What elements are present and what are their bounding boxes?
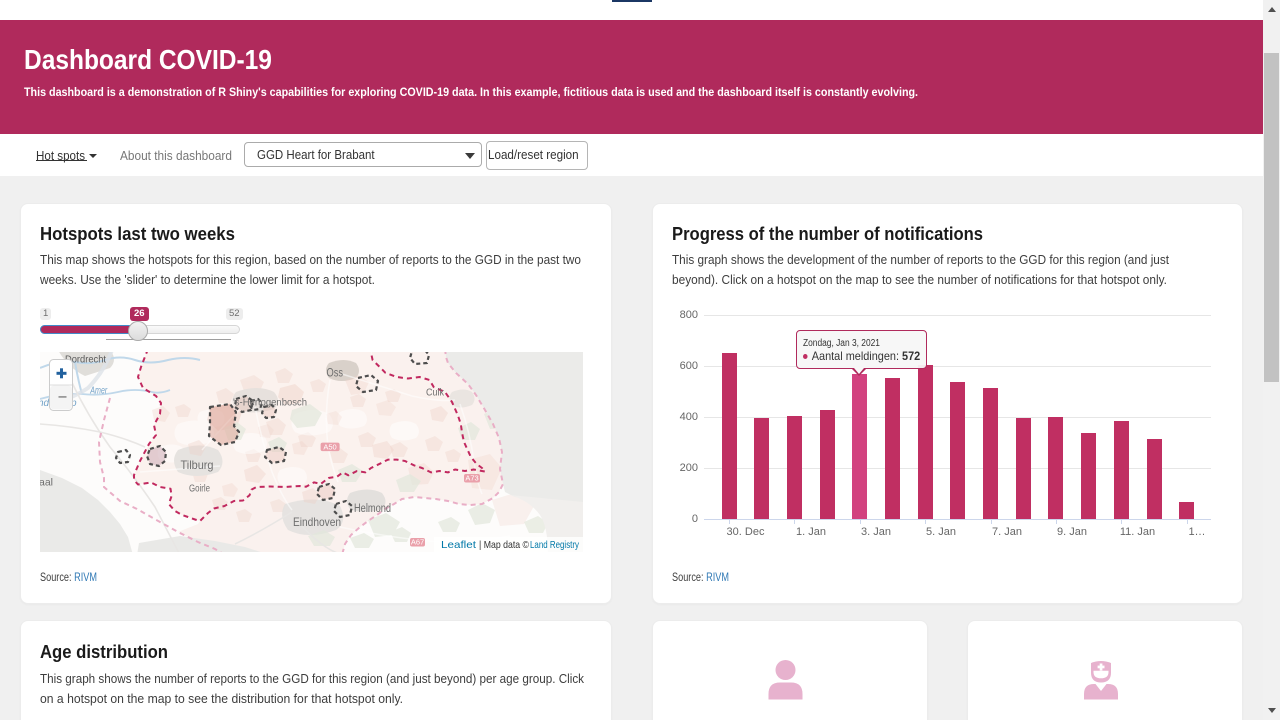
- svg-text:A67: A67: [411, 538, 424, 547]
- svg-text:'s-Hertogenbosch: 's-Hertogenbosch: [233, 397, 307, 409]
- svg-text:Eindhoven: Eindhoven: [293, 515, 341, 529]
- svg-text:Goirle: Goirle: [189, 484, 210, 495]
- svg-text:Helmond: Helmond: [354, 503, 391, 515]
- svg-text:A73: A73: [465, 474, 478, 483]
- svg-text:Amer: Amer: [90, 386, 108, 397]
- svg-text:p: p: [70, 398, 77, 409]
- svg-text:Oss: Oss: [327, 368, 344, 380]
- svg-text:Culk: Culk: [426, 387, 445, 399]
- svg-text:Leaflet: Leaflet: [441, 539, 476, 551]
- svg-text:Tilburg: Tilburg: [181, 458, 214, 472]
- svg-text:Dordrecht: Dordrecht: [65, 354, 106, 366]
- svg-text:nd: nd: [40, 398, 50, 409]
- svg-text:A50: A50: [323, 442, 336, 451]
- svg-text:aal: aal: [40, 477, 53, 489]
- svg-text:Land Registry: Land Registry: [530, 539, 580, 551]
- svg-text:| Map data ©: | Map data ©: [479, 539, 529, 551]
